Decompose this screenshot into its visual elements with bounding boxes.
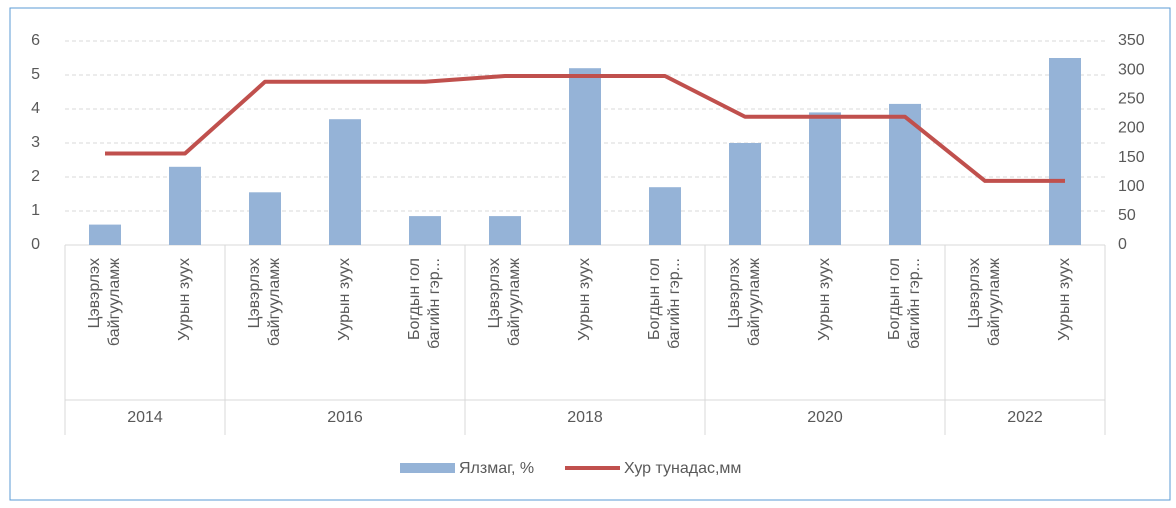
y2-tick-label: 200 [1118,120,1145,137]
x-tick-label: Уурын зуух [576,258,593,341]
x-tick-label: Цэвэрлэх [726,258,743,328]
y2-tick-label: 100 [1118,178,1145,195]
bar [649,187,681,245]
x-tick-label: Цэвэрлэх [86,258,103,328]
bar [249,192,281,245]
bar [89,224,121,245]
y-tick-label: 4 [31,100,40,117]
x-tick-label: Цэвэрлэх [486,258,503,328]
legend-label: Ялзмаг, % [459,460,534,477]
x-tick-label: Уурын зуух [336,258,353,341]
x-tick-label: Богдын гол [886,258,903,340]
x-tick-label: багийн гэр... [426,258,443,349]
x-tick-label: байгууламж [746,258,763,346]
y2-tick-label: 350 [1118,32,1145,49]
x-tick-label: багийн гэр... [906,258,923,349]
x-tick-label: байгууламж [106,258,123,346]
group-label: 2016 [327,409,363,426]
bar [809,112,841,246]
x-tick-label: Цэвэрлэх [966,258,983,328]
group-label: 2014 [127,409,163,426]
y2-tick-label: 0 [1118,236,1127,253]
x-tick-label: Богдын гол [646,258,663,340]
line-series [105,73,1065,183]
y-tick-label: 5 [31,66,40,83]
bar [329,119,361,245]
bar [409,216,441,245]
y-tick-label: 1 [31,202,40,219]
bar [729,143,761,245]
x-tick-label: байгууламж [506,258,523,346]
y2-tick-label: 250 [1118,91,1145,108]
x-tick-label: багийн гэр... [666,258,683,349]
legend-label: Хур тунадас,мм [624,460,741,477]
group-label: 2022 [1007,409,1043,426]
bar [169,166,201,245]
y-tick-label: 3 [31,134,40,151]
x-tick-label: байгууламж [986,258,1003,346]
x-tick-label: Богдын гол [406,258,423,340]
group-label: 2018 [567,409,603,426]
x-tick-label: Уурын зуух [176,258,193,341]
x-tick-label: байгууламж [266,258,283,346]
bar [489,216,521,245]
y2-tick-label: 300 [1118,61,1145,78]
y-tick-label: 2 [31,168,40,185]
x-tick-label: Уурын зуух [1056,258,1073,341]
y2-tick-label: 50 [1118,207,1136,224]
y2-tick-label: 150 [1118,149,1145,166]
bar [569,68,601,245]
x-tick-label: Уурын зуух [816,258,833,341]
legend-swatch [400,463,455,473]
x-tick-label: Цэвэрлэх [246,258,263,328]
y-tick-label: 6 [31,32,40,49]
group-label: 2020 [807,409,843,426]
bar [1049,58,1081,245]
y-tick-label: 0 [31,236,40,253]
